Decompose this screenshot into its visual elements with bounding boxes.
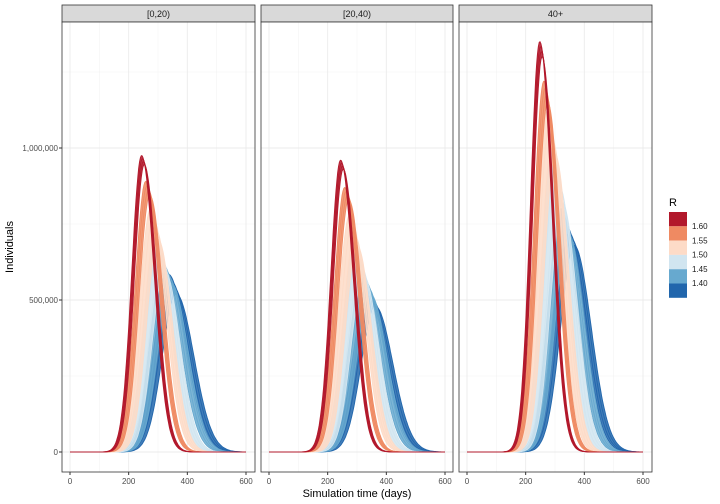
panel-border <box>260 21 454 473</box>
series-line <box>70 164 246 453</box>
legend-label: 1.55 <box>692 236 708 245</box>
x-tick-label: 200 <box>321 477 335 486</box>
legend-swatch <box>669 269 687 284</box>
x-tick-label: 200 <box>122 477 136 486</box>
legend-swatch <box>669 226 687 241</box>
legend-label: 1.50 <box>692 251 708 260</box>
legend-label: 1.60 <box>692 222 708 231</box>
series-band <box>467 227 643 452</box>
x-axis-title: Simulation time (days) <box>303 488 412 500</box>
legend-title: R <box>669 197 677 209</box>
series-line <box>467 56 643 453</box>
series-band <box>467 151 643 452</box>
x-tick-label: 600 <box>438 477 452 486</box>
legend-swatch <box>669 212 687 227</box>
y-axis-title: Individuals <box>4 221 16 273</box>
facet-panel-1: [20,40) 0 200 400 600 <box>260 4 454 486</box>
facet-strip-label: 40+ <box>548 9 563 19</box>
series-band <box>269 245 445 452</box>
x-tick-label: 0 <box>267 477 272 486</box>
legend-label: 1.45 <box>692 265 708 274</box>
x-tick-label: 600 <box>239 477 253 486</box>
x-tick-label: 400 <box>578 477 592 486</box>
legend-swatch <box>669 254 687 270</box>
facet-panel-2: 40+ 0 200 400 600 <box>458 4 653 486</box>
series-band <box>70 239 246 452</box>
panel-border <box>458 21 653 473</box>
legend-swatch <box>669 283 687 298</box>
x-tick-label: 600 <box>636 477 650 486</box>
legend: R 1.60 1.55 1.50 1.45 1.40 <box>669 197 708 298</box>
x-tick-label: 400 <box>380 477 394 486</box>
facet-strip-label: [20,40) <box>343 9 371 19</box>
series-line <box>269 168 445 453</box>
facet-panel-0: [0,20) 0 200 400 600 0 500,000 1,000,000 <box>22 4 256 486</box>
y-tick-label: 1,000,000 <box>22 144 58 153</box>
x-tick-label: 400 <box>181 477 195 486</box>
panel-border <box>61 21 256 473</box>
x-tick-label: 0 <box>68 477 73 486</box>
x-tick-label: 0 <box>465 477 470 486</box>
legend-label: 1.40 <box>692 279 708 288</box>
legend-swatch <box>669 240 687 255</box>
x-tick-label: 200 <box>519 477 533 486</box>
facet-strip-label: [0,20) <box>147 9 170 19</box>
y-tick-label: 0 <box>54 448 59 457</box>
y-tick-label: 500,000 <box>29 296 58 305</box>
